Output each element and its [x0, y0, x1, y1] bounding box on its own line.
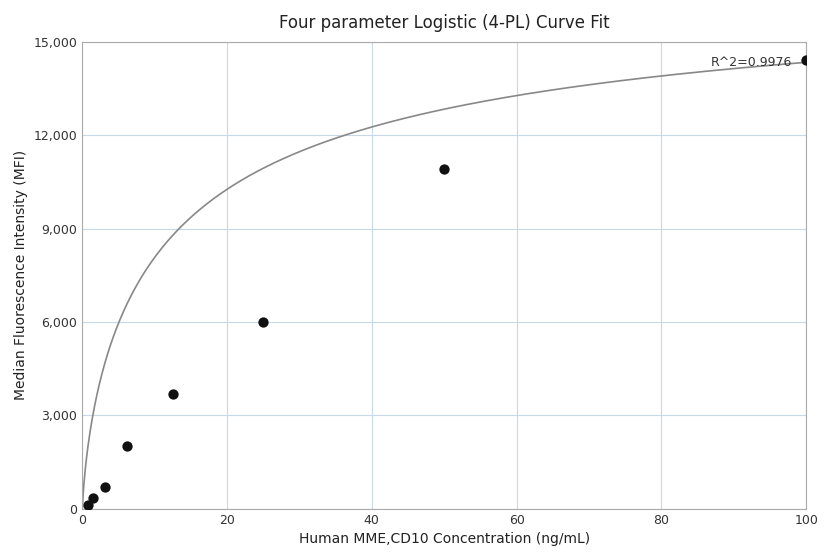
Point	[121, 442, 134, 451]
Point	[800, 56, 813, 65]
Point	[256, 318, 270, 326]
Point	[166, 389, 180, 398]
X-axis label: Human MME,CD10 Concentration (ng/mL): Human MME,CD10 Concentration (ng/mL)	[299, 532, 590, 546]
Point	[82, 501, 95, 510]
Title: Four parameter Logistic (4-PL) Curve Fit: Four parameter Logistic (4-PL) Curve Fit	[279, 14, 610, 32]
Point	[87, 493, 100, 502]
Text: R^2=0.9976: R^2=0.9976	[711, 56, 792, 69]
Point	[98, 482, 111, 491]
Y-axis label: Median Fluorescence Intensity (MFI): Median Fluorescence Intensity (MFI)	[14, 150, 28, 400]
Point	[438, 165, 451, 174]
